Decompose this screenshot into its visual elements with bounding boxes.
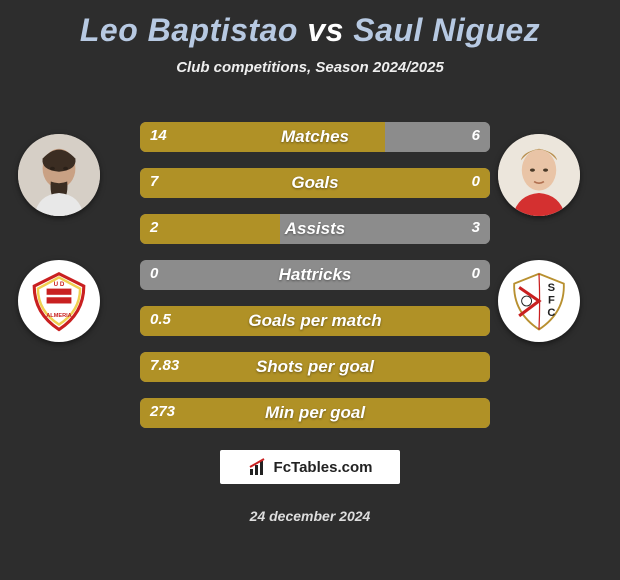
svg-text:S: S: [548, 282, 555, 294]
stat-row: Assists2 3: [140, 214, 490, 244]
title-player2: Saul Niguez: [353, 12, 540, 48]
stat-value-right: 3: [472, 219, 480, 236]
fctables-badge[interactable]: FcTables.com: [220, 450, 400, 484]
player2-club-logo: S F C: [498, 260, 580, 342]
stat-row: Hattricks0 0: [140, 260, 490, 290]
svg-text:C: C: [547, 307, 555, 319]
stat-value-left: 273: [150, 403, 175, 420]
stat-label: Shots per goal: [140, 357, 490, 377]
player1-avatar: [18, 134, 100, 216]
svg-text:ALMERIA: ALMERIA: [46, 313, 71, 319]
stat-value-left: 0: [150, 265, 158, 282]
stat-value-left: 0.5: [150, 311, 171, 328]
fctables-text: FcTables.com: [274, 459, 373, 476]
svg-text:U D: U D: [54, 281, 65, 288]
svg-text:F: F: [548, 294, 555, 306]
stat-row: Goals per match0.5: [140, 306, 490, 336]
date-text: 24 december 2024: [0, 508, 620, 524]
stat-value-left: 14: [150, 127, 167, 144]
stat-value-right: 0: [472, 173, 480, 190]
player2-avatar: [498, 134, 580, 216]
stat-label: Goals: [140, 173, 490, 193]
stat-value-right: 0: [472, 265, 480, 282]
stat-label: Goals per match: [140, 311, 490, 331]
title-vs: vs: [298, 12, 353, 48]
title-player1: Leo Baptistao: [80, 12, 298, 48]
stat-row: Shots per goal7.83: [140, 352, 490, 382]
stat-value-left: 7.83: [150, 357, 179, 374]
stat-label: Matches: [140, 127, 490, 147]
fctables-icon: [248, 457, 268, 477]
stat-value-right: 6: [472, 127, 480, 144]
stat-row: Goals7 0: [140, 168, 490, 198]
stat-label: Min per goal: [140, 403, 490, 423]
subtitle: Club competitions, Season 2024/2025: [0, 59, 620, 76]
stat-row: Matches14 6: [140, 122, 490, 152]
page-title: Leo Baptistao vs Saul Niguez: [0, 0, 620, 49]
stat-label: Assists: [140, 219, 490, 239]
stat-value-left: 7: [150, 173, 158, 190]
stat-row: Min per goal273: [140, 398, 490, 428]
player1-club-logo: U D ALMERIA: [18, 260, 100, 342]
stat-label: Hattricks: [140, 265, 490, 285]
stats-bars: Matches146Goals70Assists23Hattricks00Goa…: [140, 122, 490, 444]
stat-value-left: 2: [150, 219, 158, 236]
